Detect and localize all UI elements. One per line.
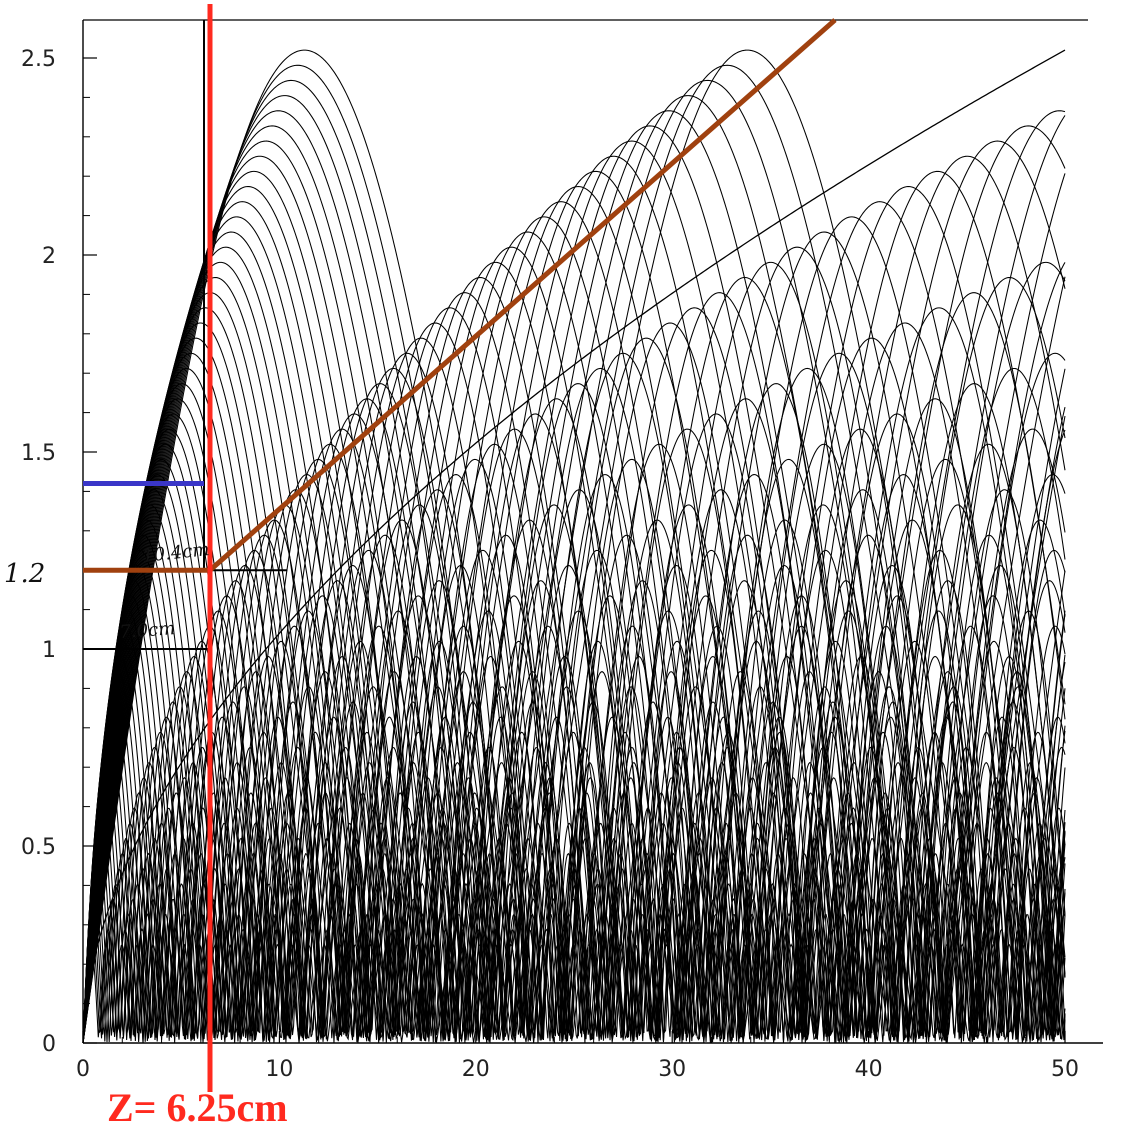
x-tick-label: 20 xyxy=(462,1057,490,1082)
trajectory-curve xyxy=(82,155,1066,1044)
trajectory-curve xyxy=(82,49,1066,1044)
axis-ticks: 0 10 20 30 40 50 0 0.5 1 1.5 2 2.5 xyxy=(21,47,1079,1082)
y-tick-label: 0.5 xyxy=(21,835,56,860)
trajectory-curve xyxy=(82,246,1066,1044)
trajectory-curve xyxy=(82,216,1066,1044)
trajectory-curve xyxy=(82,186,1066,1044)
trajectory-curve xyxy=(82,443,1066,1044)
y-tick-label: 1.5 xyxy=(21,441,56,466)
y-tick-label: 2.5 xyxy=(21,47,56,72)
z-label: Z= 6.25cm xyxy=(107,1085,288,1126)
trajectory-curve xyxy=(82,383,1066,1044)
trajectory-curve xyxy=(82,110,1066,1044)
trajectory-curve xyxy=(82,413,1066,1044)
trajectory-curve xyxy=(82,367,1066,1044)
plot-frame xyxy=(82,19,1103,1044)
trajectory-curve xyxy=(82,125,1066,1044)
trajectory-curve xyxy=(82,549,1066,1044)
x-tick-label: 50 xyxy=(1051,1057,1079,1082)
x-tick-label: 30 xyxy=(658,1057,686,1082)
y-tick-label: 0 xyxy=(42,1032,56,1057)
trajectory-curve xyxy=(82,292,1066,1044)
trajectory-curve xyxy=(82,337,1066,1044)
x-tick-label: 10 xyxy=(265,1057,293,1082)
x-tick-label: 40 xyxy=(855,1057,883,1082)
trajectory-curve xyxy=(82,458,1066,1044)
trajectory-curve xyxy=(82,231,1066,1044)
trajectory-curve xyxy=(82,474,1066,1044)
trajectory-curves xyxy=(82,49,1066,1044)
trajectory-curve xyxy=(82,352,1066,1044)
trajectory-curve xyxy=(82,307,1066,1044)
trajectory-curve xyxy=(82,276,1066,1044)
trajectory-curve xyxy=(82,95,1066,1044)
trajectory-curve xyxy=(82,428,1066,1044)
trajectory-curve xyxy=(82,322,1066,1044)
y-tick-label: 2 xyxy=(42,244,56,269)
trajectory-curve xyxy=(82,261,1066,1044)
overlays xyxy=(83,4,837,1092)
y-marker-label: 1.2 xyxy=(4,559,45,589)
trajectory-curve xyxy=(82,519,1066,1044)
y-tick-label: 1 xyxy=(42,638,56,663)
trajectory-curve xyxy=(82,201,1066,1044)
lower-box-label: 7.0cm xyxy=(119,618,176,643)
trajectory-curve xyxy=(82,595,1066,1044)
trajectory-curve xyxy=(82,489,1066,1044)
x-tick-label: 0 xyxy=(76,1057,90,1082)
trajectory-curve xyxy=(82,170,1066,1044)
envelope-curve xyxy=(82,49,1066,1044)
